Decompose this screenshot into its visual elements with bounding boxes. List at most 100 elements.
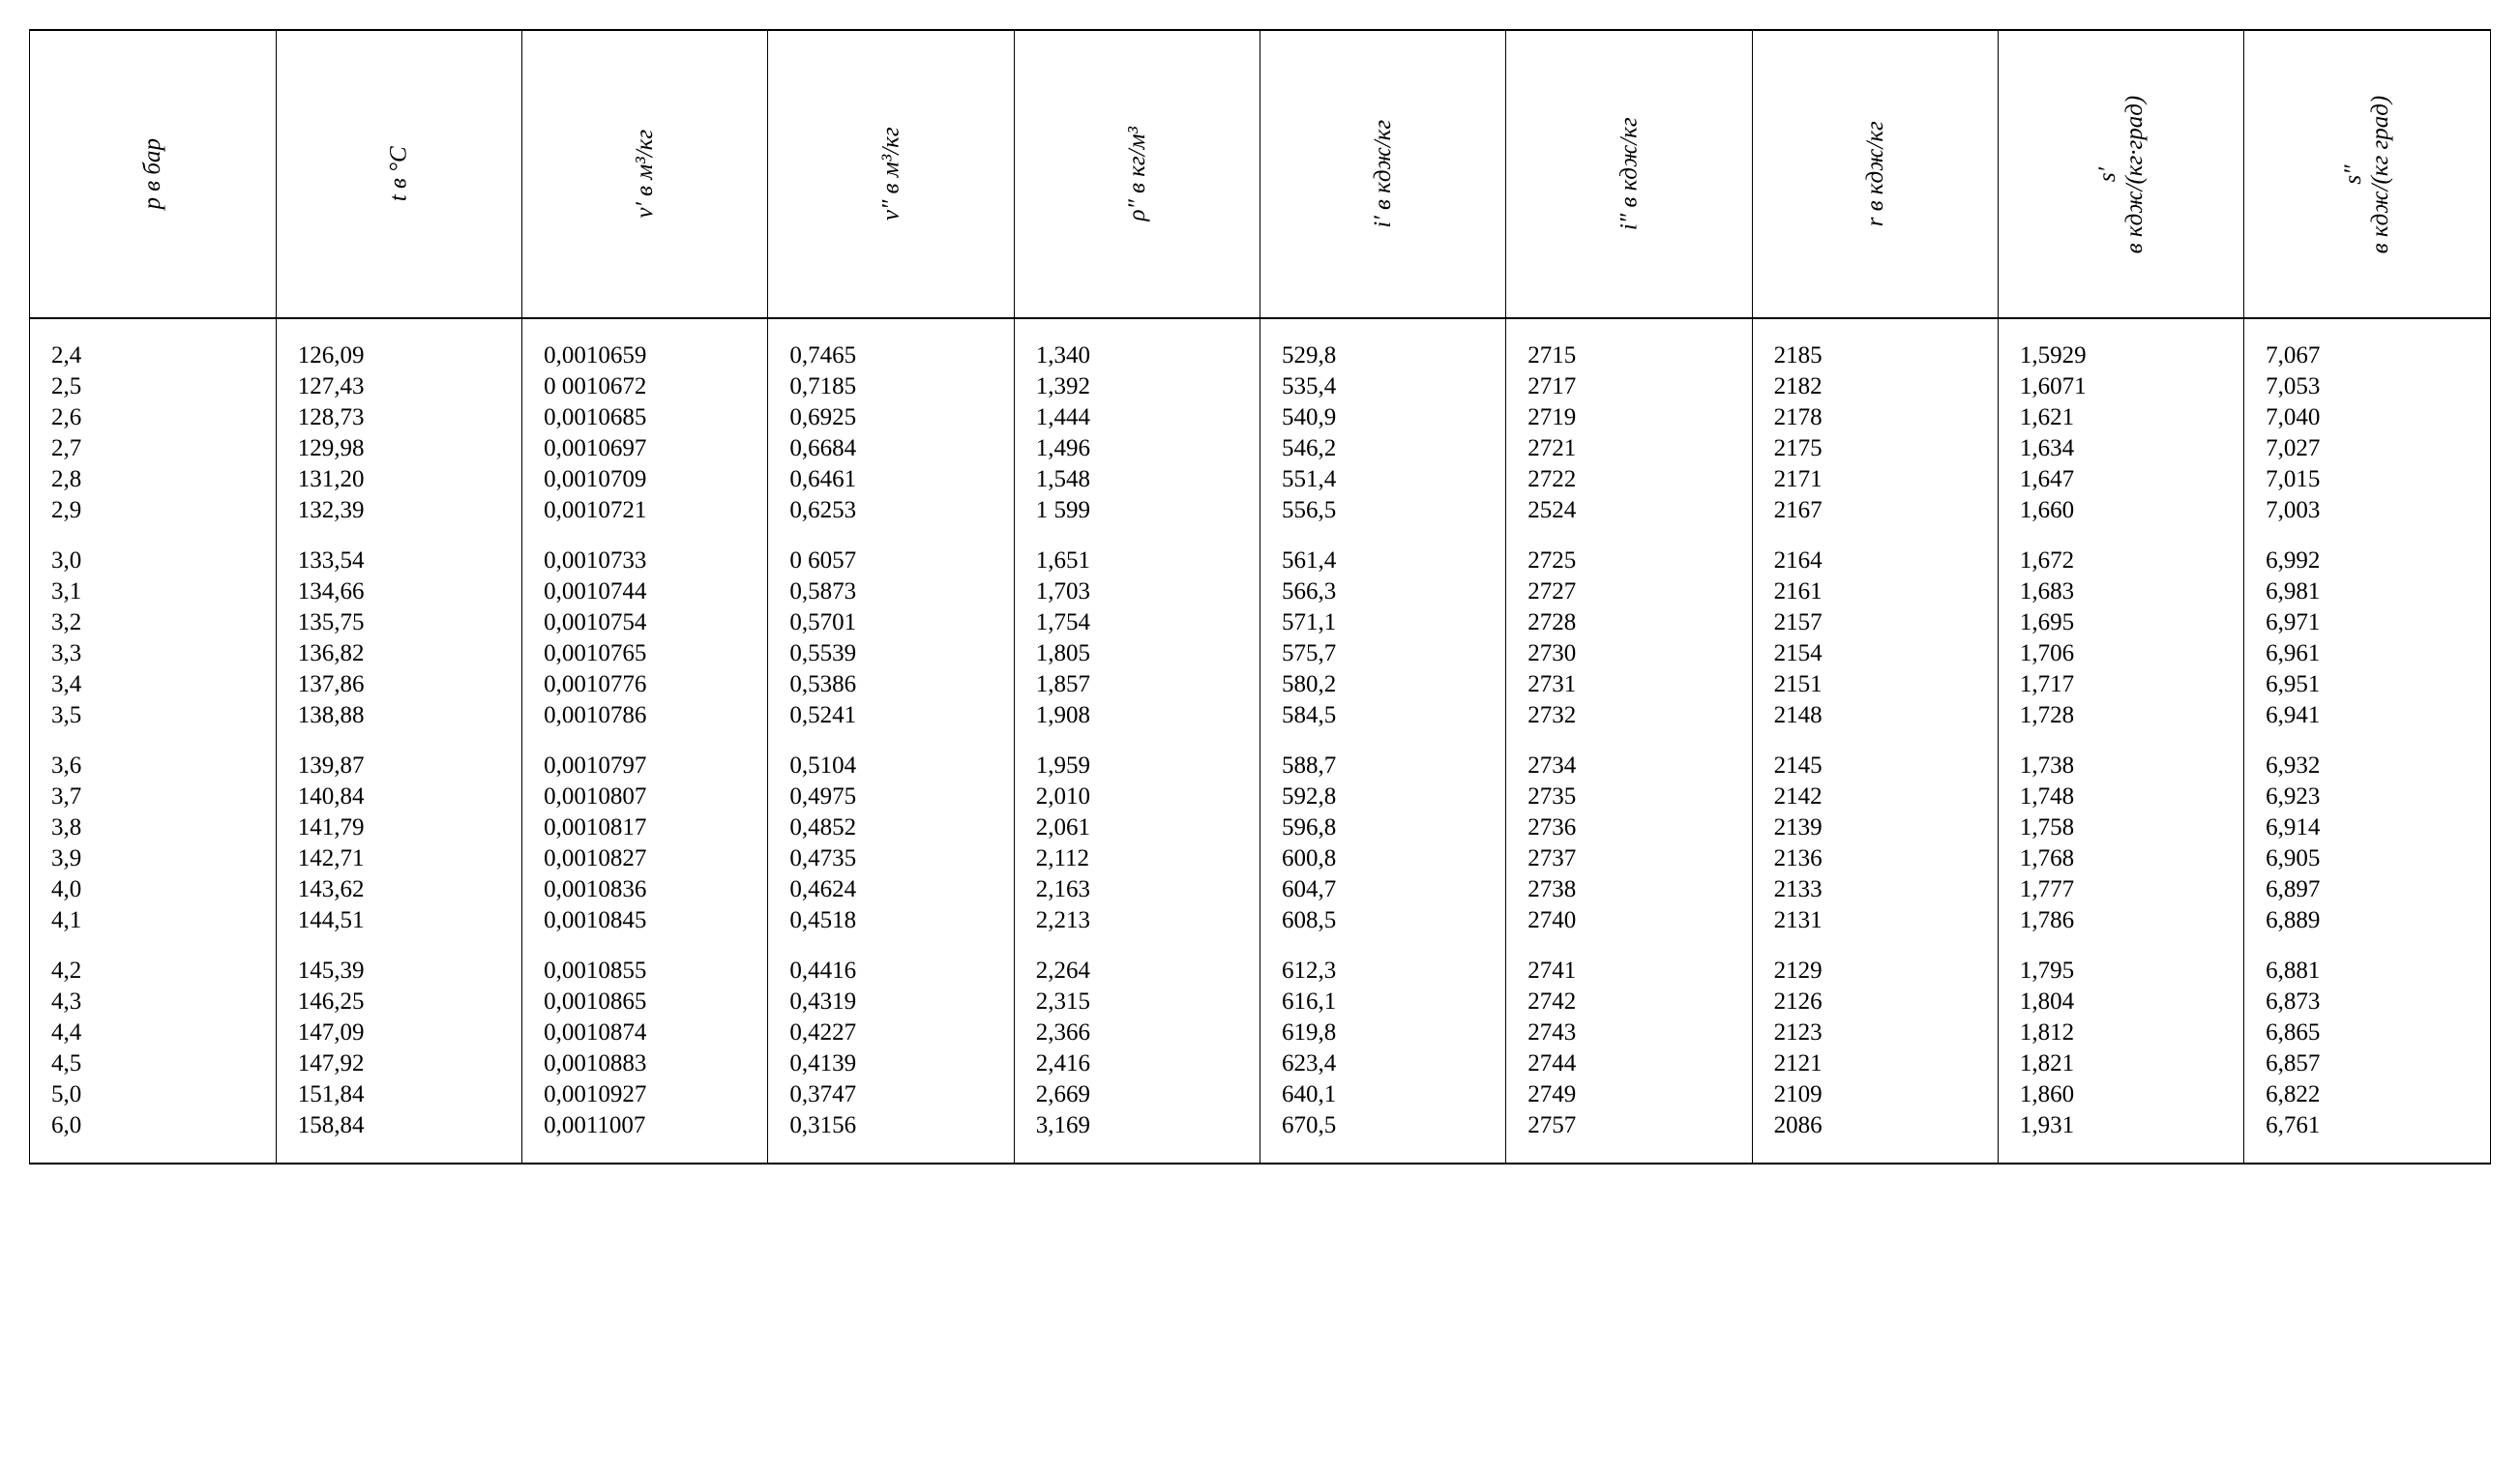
column-header: ρ″ в кг/м³: [1014, 31, 1260, 318]
table-cell: 0,6461: [768, 464, 1014, 495]
table-cell: 1,959: [1014, 731, 1260, 781]
table-cell: 2735: [1506, 781, 1752, 812]
table-cell: 1,634: [1998, 433, 2243, 464]
table-cell: 2129: [1752, 936, 1998, 987]
table-row: 3,2135,750,00107540,57011,754571,1272821…: [30, 607, 2490, 638]
table-cell: 6,992: [2244, 526, 2490, 576]
table-cell: 2,5: [30, 371, 276, 402]
table-cell: 0,0010685: [522, 402, 768, 433]
table-cell: 612,3: [1260, 936, 1505, 987]
header-rotate-wrap: i″ в кдж/кг: [1514, 48, 1743, 300]
table-cell: 2,6: [30, 402, 276, 433]
table-cell: 2757: [1506, 1110, 1752, 1163]
table-cell: 0,0010817: [522, 812, 768, 843]
header-rotate-wrap: i′ в кдж/кг: [1268, 48, 1497, 300]
table-cell: 2,366: [1014, 1017, 1260, 1048]
header-label: i″ в кдж/кг: [1616, 118, 1643, 231]
table-cell: 2,8: [30, 464, 276, 495]
header-label: v′ в м³/кг: [632, 130, 659, 219]
table-cell: 0,4416: [768, 936, 1014, 987]
table-row: 2,6128,730,00106850,69251,444540,9271921…: [30, 402, 2490, 433]
header-label: t в °C: [386, 147, 413, 202]
table-cell: 0,4319: [768, 987, 1014, 1017]
table-cell: 2086: [1752, 1110, 1998, 1163]
table-cell: 140,84: [276, 781, 521, 812]
table-cell: 1,548: [1014, 464, 1260, 495]
table-cell: 2178: [1752, 402, 1998, 433]
table-row: 3,6139,870,00107970,51041,959588,7273421…: [30, 731, 2490, 781]
table-cell: 2,7: [30, 433, 276, 464]
table-cell: 1,672: [1998, 526, 2243, 576]
table-row: 4,2145,390,00108550,44162,264612,3274121…: [30, 936, 2490, 987]
table-cell: 2744: [1506, 1048, 1752, 1079]
table-cell: 1,647: [1998, 464, 2243, 495]
table-cell: 0,6253: [768, 495, 1014, 526]
table-cell: 6,923: [2244, 781, 2490, 812]
table-cell: 0,0010786: [522, 700, 768, 731]
table-cell: 561,4: [1260, 526, 1505, 576]
header-rotate-wrap: v′ в м³/кг: [530, 48, 759, 300]
table-cell: 129,98: [276, 433, 521, 464]
table-cell: 6,889: [2244, 905, 2490, 936]
table-cell: 584,5: [1260, 700, 1505, 731]
table-cell: 6,932: [2244, 731, 2490, 781]
table-cell: 0,0010855: [522, 936, 768, 987]
table-cell: 2131: [1752, 905, 1998, 936]
table-cell: 133,54: [276, 526, 521, 576]
table-cell: 0,5386: [768, 669, 1014, 700]
table-row: 4,0143,620,00108360,46242,163604,7273821…: [30, 874, 2490, 905]
table-cell: 2738: [1506, 874, 1752, 905]
table-cell: 575,7: [1260, 638, 1505, 669]
table-row: 4,5147,920,00108830,41392,416623,4274421…: [30, 1048, 2490, 1079]
table-cell: 1,392: [1014, 371, 1260, 402]
table-cell: 2109: [1752, 1079, 1998, 1110]
table-cell: 1,860: [1998, 1079, 2243, 1110]
table-row: 5,0151,840,00109270,37472,669640,1274921…: [30, 1079, 2490, 1110]
table-cell: 1,805: [1014, 638, 1260, 669]
table-cell: 2715: [1506, 318, 1752, 371]
column-header: i′ в кдж/кг: [1260, 31, 1505, 318]
table-cell: 1,908: [1014, 700, 1260, 731]
table-cell: 146,25: [276, 987, 521, 1017]
table-cell: 2737: [1506, 843, 1752, 874]
column-header: t в °C: [276, 31, 521, 318]
table-cell: 551,4: [1260, 464, 1505, 495]
table-cell: 3,4: [30, 669, 276, 700]
table-cell: 6,881: [2244, 936, 2490, 987]
table-cell: 2727: [1506, 576, 1752, 607]
table-cell: 0,5104: [768, 731, 1014, 781]
table-cell: 138,88: [276, 700, 521, 731]
table-cell: 4,3: [30, 987, 276, 1017]
table-cell: 2,163: [1014, 874, 1260, 905]
table-cell: 3,169: [1014, 1110, 1260, 1163]
table-cell: 2736: [1506, 812, 1752, 843]
table-cell: 2741: [1506, 936, 1752, 987]
table-cell: 0,3747: [768, 1079, 1014, 1110]
table-cell: 529,8: [1260, 318, 1505, 371]
table-cell: 1,340: [1014, 318, 1260, 371]
table-cell: 136,82: [276, 638, 521, 669]
table-cell: 571,1: [1260, 607, 1505, 638]
table-cell: 0,0010776: [522, 669, 768, 700]
table-cell: 1,706: [1998, 638, 2243, 669]
table-row: 3,5138,880,00107860,52411,908584,5273221…: [30, 700, 2490, 731]
table-row: 3,3136,820,00107650,55391,805575,7273021…: [30, 638, 2490, 669]
table-head: p в барt в °Cv′ в м³/кгv″ в м³/кгρ″ в кг…: [30, 31, 2490, 318]
table-cell: 2171: [1752, 464, 1998, 495]
table-cell: 596,8: [1260, 812, 1505, 843]
column-header: s′в кдж/(кг·град): [1998, 31, 2243, 318]
table-cell: 1,5929: [1998, 318, 2243, 371]
table-cell: 1,931: [1998, 1110, 2243, 1163]
table-cell: 1,717: [1998, 669, 2243, 700]
table-cell: 0,6925: [768, 402, 1014, 433]
table-cell: 0,4624: [768, 874, 1014, 905]
header-rotate-wrap: v″ в м³/кг: [776, 48, 1005, 300]
table-cell: 1,444: [1014, 402, 1260, 433]
table-row: 3,4137,860,00107760,53861,857580,2273121…: [30, 669, 2490, 700]
header-label: ρ″ в кг/м³: [1124, 127, 1151, 221]
table-cell: 0,0010827: [522, 843, 768, 874]
table-cell: 135,75: [276, 607, 521, 638]
table-cell: 2164: [1752, 526, 1998, 576]
table-cell: 0 0010672: [522, 371, 768, 402]
table-cell: 556,5: [1260, 495, 1505, 526]
